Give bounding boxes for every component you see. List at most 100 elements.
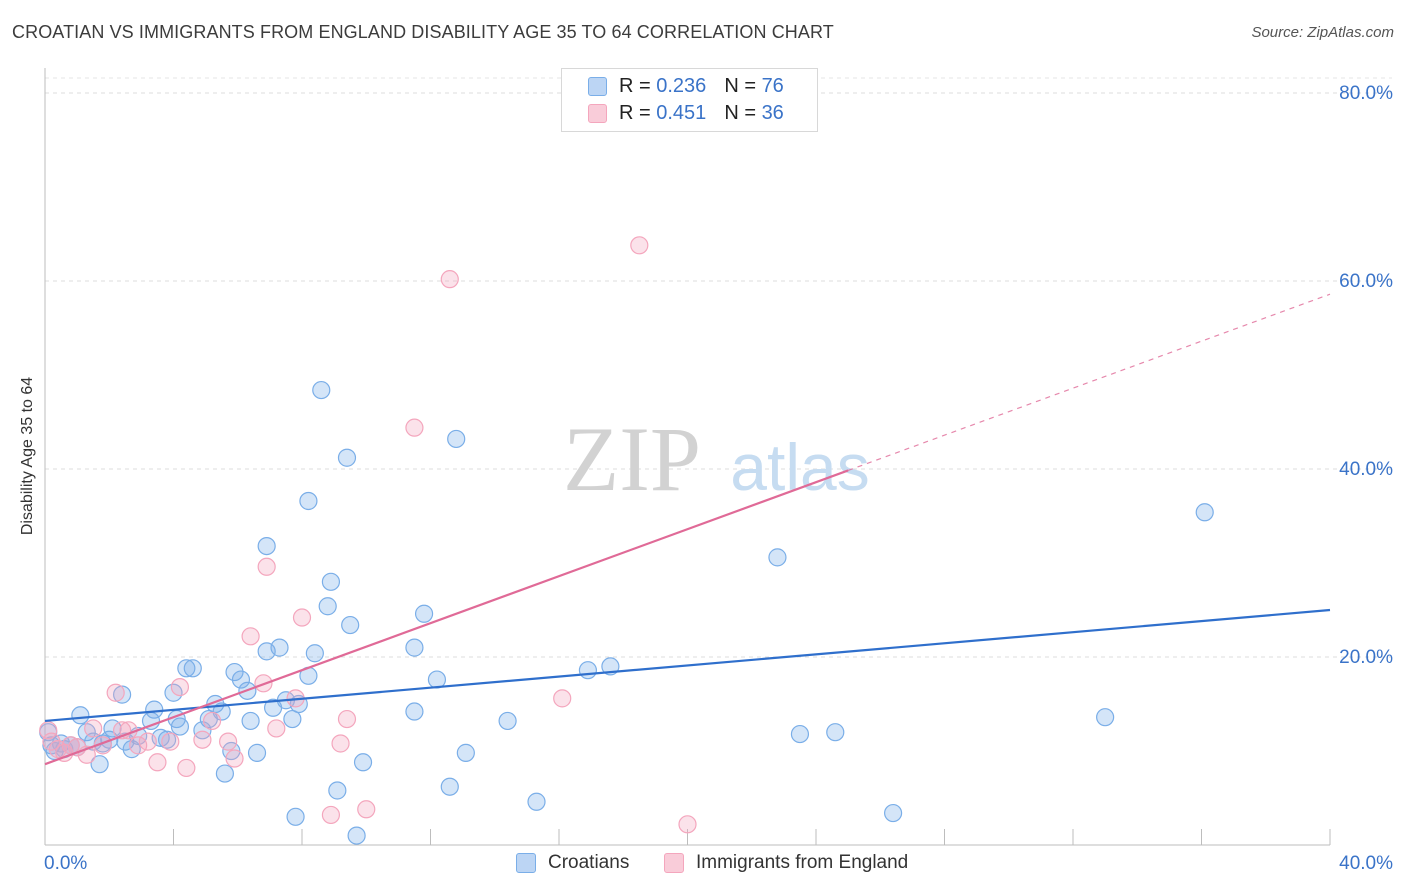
data-point [161, 732, 180, 751]
watermark-atlas: atlas [730, 430, 869, 504]
r-value: 0.451 [656, 101, 707, 124]
data-point [353, 753, 373, 772]
y-tick-label: 60.0% [1339, 271, 1393, 292]
y-tick-label: 20.0% [1339, 647, 1393, 668]
data-point [257, 557, 276, 576]
data-point [553, 689, 572, 708]
data-point [170, 677, 190, 697]
data-point [305, 644, 324, 663]
data-point [321, 572, 341, 591]
data-point [337, 448, 357, 467]
data-point [328, 781, 347, 800]
data-point [456, 743, 475, 762]
data-point [193, 730, 212, 749]
data-point [883, 803, 903, 823]
data-point [321, 805, 341, 825]
n-value: 36 [761, 101, 784, 124]
data-point [337, 709, 357, 729]
tick-labels: 20.0% 40.0% 60.0% 80.0% 0.0% 40.0% [44, 83, 1393, 874]
data-point [405, 418, 424, 437]
data-point [299, 491, 318, 511]
legend-label-croatians: Croatians [548, 852, 630, 873]
data-point [1195, 503, 1214, 522]
data-point [247, 743, 267, 762]
data-point [630, 236, 649, 255]
trend-line-0 [44, 608, 1331, 723]
data-point [177, 659, 196, 678]
data-point [527, 792, 546, 811]
data-point [225, 662, 244, 682]
data-point [129, 736, 148, 755]
data-point [183, 659, 202, 678]
data-point [414, 604, 434, 623]
data-point [71, 706, 90, 725]
data-point [312, 380, 331, 400]
axes [44, 68, 1331, 846]
data-point [241, 627, 260, 646]
data-point [84, 719, 103, 738]
series-immigrants-from-england [39, 236, 697, 834]
data-point [1096, 708, 1115, 727]
source-label: Source: ZipAtlas.com [1251, 24, 1394, 41]
x-tick-label-max: 40.0% [1339, 853, 1393, 874]
data-point [283, 709, 302, 729]
legend-swatch-immigrants [588, 103, 607, 123]
data-point [177, 758, 196, 778]
data-point [578, 661, 598, 680]
data-point [90, 755, 109, 774]
n-label: N = [724, 101, 756, 124]
legend-row-croatians: R = 0.236 N = 76 [588, 74, 784, 98]
data-point [225, 749, 244, 768]
data-point [331, 734, 350, 753]
data-point [241, 711, 260, 731]
correlation-legend: R = 0.236 N = 76 R = 0.451 N = 36 [561, 68, 818, 132]
legend-swatch-croatians [588, 76, 607, 96]
data-point [440, 270, 459, 289]
data-point [42, 732, 61, 751]
data-point [145, 700, 164, 719]
data-point [215, 764, 234, 783]
data-point [498, 711, 517, 731]
trend-lines [44, 293, 1331, 766]
y-axis-label: Disability Age 35 to 64 [19, 376, 36, 536]
data-point [447, 429, 466, 449]
watermark-zip: ZIP [563, 408, 701, 510]
trend-line-1 [44, 469, 849, 766]
data-point [231, 670, 251, 689]
data-point [347, 826, 366, 845]
data-point [170, 717, 190, 736]
x-tick-label-min: 0.0% [44, 853, 87, 874]
data-point [678, 815, 697, 834]
data-point [148, 753, 167, 772]
r-label: R = [619, 74, 651, 97]
legend-swatch-croatians [516, 853, 536, 873]
data-point [405, 638, 424, 657]
watermark: ZIP atlas [563, 408, 870, 510]
y-tick-label: 80.0% [1339, 83, 1393, 104]
r-label: R = [619, 101, 651, 124]
data-point [768, 548, 787, 567]
data-point [440, 777, 459, 796]
data-point [270, 638, 289, 657]
data-point [212, 702, 231, 721]
n-value: 76 [761, 74, 784, 97]
data-point [112, 685, 132, 704]
legend-swatch-immigrants [664, 853, 684, 873]
data-point [106, 683, 125, 702]
data-point [292, 608, 312, 627]
series-legend: Croatians Immigrants from England [0, 852, 1406, 878]
legend-item-croatians[interactable]: Croatians [516, 852, 629, 874]
data-point [202, 711, 222, 731]
data-point [357, 800, 376, 819]
r-value: 0.236 [656, 74, 707, 97]
data-point [257, 536, 276, 556]
legend-item-immigrants-from-england[interactable]: Immigrants from England [664, 852, 908, 874]
data-point [138, 732, 157, 751]
data-point [286, 807, 305, 826]
data-point [267, 719, 286, 738]
trend-line-dashed-1 [847, 293, 1331, 471]
data-point [193, 721, 212, 740]
legend-label-immigrants: Immigrants from England [696, 852, 909, 873]
data-point [405, 702, 424, 721]
